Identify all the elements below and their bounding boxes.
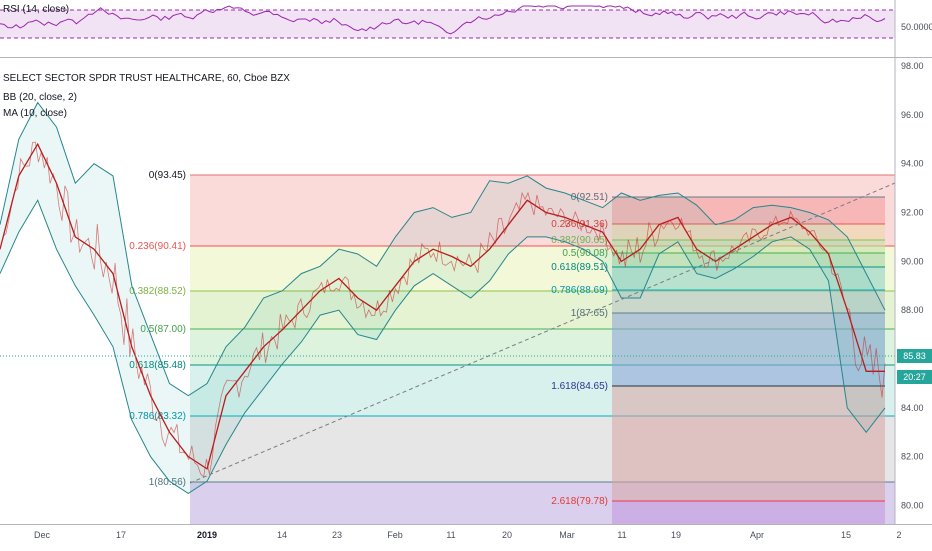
fib2-zone-236 <box>612 224 885 240</box>
rsi-legend[interactable]: RSI (14, close) <box>3 4 70 15</box>
fib2-label-1618: 1.618(84.65) <box>551 381 608 392</box>
fib2-label-5: 0.5(90.08) <box>562 248 608 259</box>
price-tick-label: 96.00 <box>901 110 924 120</box>
price-bars <box>0 141 886 478</box>
price-tick-label: 88.00 <box>901 305 924 315</box>
fib1-label-382: 0.382(88.52) <box>129 286 186 297</box>
fib2-zone-382 <box>612 240 885 253</box>
time-label: 11 <box>446 530 456 540</box>
price-tick-label: 84.00 <box>901 403 924 413</box>
fib1-label-786: 0.786(83.32) <box>129 411 186 422</box>
fib1-label-5: 0.5(87.00) <box>140 324 186 335</box>
price-tick-label: 94.00 <box>901 159 924 169</box>
fib2-label-618: 0.618(89.51) <box>551 262 608 273</box>
fib2-zone-2618 <box>612 501 885 524</box>
fib1-label-1: 1(80.56) <box>149 477 186 488</box>
rsi-level-label: 50.0000 <box>901 22 932 32</box>
time-label: 19 <box>670 530 682 540</box>
time-label: 2019 <box>196 530 218 540</box>
time-label: 23 <box>331 530 343 540</box>
fib2-zone-618 <box>612 267 885 290</box>
time-label: Apr <box>749 530 765 540</box>
bb-lower-line <box>0 199 886 494</box>
fib2-label-382: 0.382(90.65) <box>551 235 608 246</box>
price-tick-label: 82.00 <box>901 452 924 462</box>
time-label: 2 <box>896 530 902 540</box>
countdown-tag: 20:27 <box>897 370 932 384</box>
bb-upper-line <box>0 101 886 397</box>
trend-line[interactable] <box>189 182 896 484</box>
symbol-title[interactable]: SELECT SECTOR SPDR TRUST HEALTHCARE, 60,… <box>3 73 290 84</box>
time-label: 11 <box>617 530 627 540</box>
fib-retracement-2[interactable]: 0(92.51) 0.236(91.36) 0.382(90.65) 0.5(9… <box>551 192 885 524</box>
time-label: 17 <box>115 530 127 540</box>
time-label: Mar <box>559 530 575 540</box>
rsi-line <box>0 5 886 35</box>
time-label: 20 <box>501 530 513 540</box>
fib2-label-1: 1(87.65) <box>571 308 608 319</box>
fib2-label-0: 0(92.51) <box>571 192 608 203</box>
bb-legend[interactable]: BB (20, close, 2) <box>3 92 77 103</box>
time-label: Feb <box>387 530 403 540</box>
fib1-label-618: 0.618(85.48) <box>129 360 186 371</box>
time-label: 14 <box>276 530 288 540</box>
price-tick-label: 80.00 <box>901 501 924 511</box>
ma-line <box>0 142 885 470</box>
fib1-label-236: 0.236(90.41) <box>129 241 186 252</box>
main-chart-pane[interactable]: 0(93.45) 0.236(90.41) 0.382(88.52) 0.5(8… <box>0 58 932 524</box>
price-tick-label: 92.00 <box>901 208 924 218</box>
fib2-zone-1 <box>612 313 885 386</box>
fib2-label-2618: 2.618(79.78) <box>551 496 608 507</box>
time-label: Dec <box>33 530 51 540</box>
ma-legend[interactable]: MA (10, close) <box>3 108 67 119</box>
fib2-zone-1618 <box>612 386 885 501</box>
time-axis[interactable]: Dec 17 2019 14 23 Feb 11 20 Mar 11 19 Ap… <box>0 524 932 551</box>
price-tick-label: 90.00 <box>901 256 924 266</box>
fib2-label-786: 0.786(88.69) <box>551 285 608 296</box>
rsi-chart: 50.0000 <box>0 0 932 57</box>
price-chart: 0(93.45) 0.236(90.41) 0.382(88.52) 0.5(8… <box>0 58 924 524</box>
price-axis[interactable]: 98.0096.0094.0092.0090.0088.0086.0084.00… <box>901 61 924 511</box>
price-tick-label: 98.00 <box>901 61 924 71</box>
fib2-zone-786 <box>612 290 885 313</box>
rsi-pane[interactable]: 50.0000 RSI (14, close) <box>0 0 932 57</box>
last-price-tag: 85.83 <box>897 349 932 363</box>
time-label: 15 <box>840 530 852 540</box>
pane-divider[interactable] <box>0 57 932 58</box>
rsi-band <box>0 10 895 38</box>
fib1-label-0: 0(93.45) <box>149 170 186 181</box>
